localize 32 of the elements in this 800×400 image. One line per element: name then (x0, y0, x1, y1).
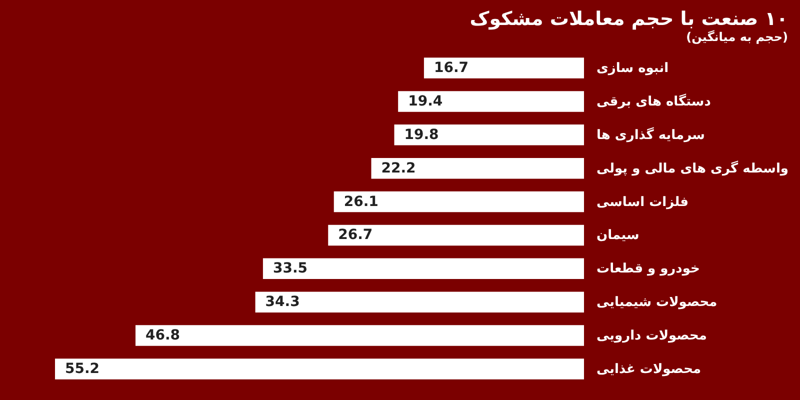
bar (394, 124, 584, 146)
bar (328, 224, 584, 246)
data-label: 19.4 (408, 93, 443, 110)
data-label: 22.2 (381, 160, 416, 176)
bar (55, 358, 584, 380)
bar (255, 292, 584, 312)
y-tick-label: انبوه سازی (596, 61, 669, 76)
bar (136, 325, 584, 346)
data-label: 34.3 (265, 294, 300, 310)
data-label: 55.2 (65, 360, 100, 377)
bar (334, 191, 584, 212)
y-tick-label: محصولات دارویی (596, 328, 707, 344)
data-label: 19.8 (404, 126, 439, 143)
data-label: 26.1 (344, 194, 378, 210)
data-label: 46.8 (146, 328, 180, 344)
bar (262, 258, 584, 280)
text: (حجم به میانگین) (686, 30, 788, 44)
data-label: 16.7 (434, 60, 469, 76)
y-tick-label: محصولات غذایی (596, 362, 702, 377)
y-tick-label: دستگاه های برقی (596, 93, 712, 110)
text: ۱۰ صنعت با حجم معاملات مشکوک (470, 8, 788, 30)
bar (424, 58, 584, 78)
y-tick-label: واسطه گری های مالی و پولی (596, 160, 788, 176)
bar (371, 158, 584, 179)
bar (398, 91, 584, 112)
y-tick-label: فلزات اساسی (596, 194, 689, 210)
y-tick-label: سیمان (596, 228, 640, 244)
y-tick-label: سرمایه گذاری ها (596, 126, 705, 143)
data-label: 26.7 (338, 227, 373, 244)
y-tick-label: محصولات شیمیایی (596, 295, 718, 310)
y-tick-label: خودرو و قطعات (596, 262, 700, 277)
data-label: 33.5 (272, 260, 308, 277)
